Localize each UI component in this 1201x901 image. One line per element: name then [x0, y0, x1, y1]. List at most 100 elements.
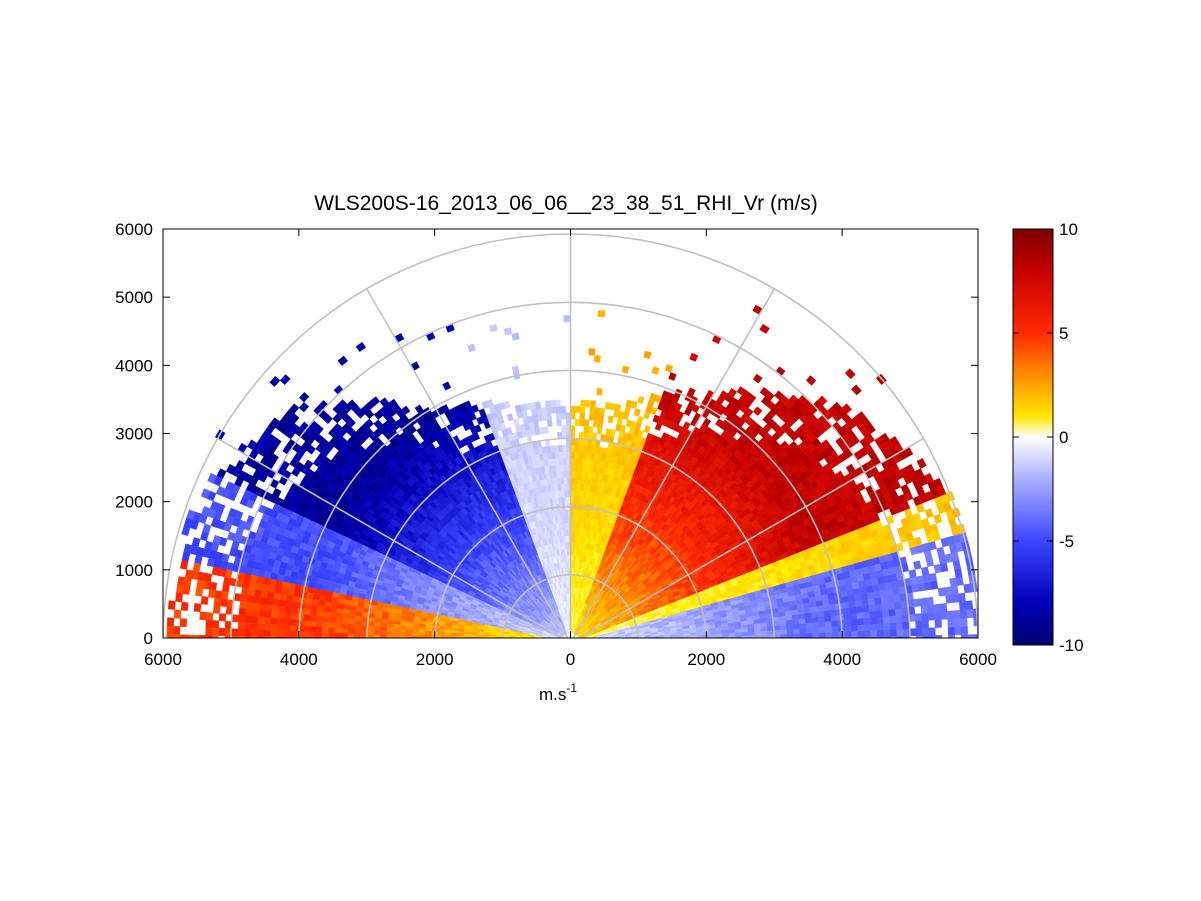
velocity-cell	[555, 399, 561, 407]
velocity-cell	[844, 625, 852, 632]
velocity-cell	[830, 609, 838, 616]
velocity-cell	[563, 315, 571, 323]
velocity-cell	[557, 444, 563, 453]
velocity-cell	[937, 587, 946, 597]
velocity-cell	[921, 566, 930, 576]
velocity-cell	[901, 614, 910, 623]
velocity-cell	[893, 593, 901, 603]
velocity-cell	[915, 627, 923, 636]
velocity-cell	[563, 470, 568, 478]
velocity-cell	[573, 496, 577, 504]
velocity-cell	[573, 477, 578, 485]
velocity-cell	[913, 536, 923, 547]
velocity-cell	[561, 444, 567, 452]
velocity-cell	[939, 562, 949, 573]
velocity-cell	[926, 604, 935, 614]
velocity-cell	[928, 572, 938, 583]
velocity-cell	[798, 617, 806, 624]
velocity-cell	[588, 348, 596, 356]
velocity-cell	[862, 611, 871, 619]
velocity-cell	[799, 622, 807, 629]
velocity-cell	[576, 490, 581, 498]
velocity-cell	[895, 621, 904, 630]
velocity-cell	[870, 629, 878, 637]
velocity-cell	[842, 601, 850, 609]
velocity-cell	[571, 554, 575, 562]
velocity-cell	[863, 623, 872, 631]
velocity-cells	[166, 304, 978, 638]
velocity-cell	[881, 609, 890, 617]
velocity-cell	[950, 585, 959, 595]
velocity-cell	[923, 472, 934, 484]
velocity-cell	[583, 419, 590, 427]
velocity-cell	[973, 634, 978, 638]
velocity-cell	[855, 605, 864, 614]
velocity-cell	[867, 597, 876, 606]
velocity-cell	[574, 451, 579, 459]
velocity-cell	[946, 610, 955, 620]
velocity-cell	[831, 620, 839, 627]
velocity-cell	[562, 464, 568, 472]
velocity-cell	[728, 632, 736, 637]
velocity-cell	[805, 622, 813, 629]
velocity-cell	[792, 623, 800, 630]
velocity-cell	[960, 626, 968, 636]
velocity-cell	[954, 568, 963, 578]
velocity-cell	[886, 594, 895, 604]
velocity-cell	[850, 618, 858, 626]
velocity-cell	[876, 616, 884, 624]
velocity-cell	[812, 632, 820, 638]
velocity-cell	[868, 604, 877, 612]
velocity-cell	[934, 611, 942, 621]
velocity-cell	[883, 629, 891, 637]
velocity-cell	[572, 528, 576, 536]
velocity-cell	[818, 621, 826, 628]
velocity-cell	[586, 445, 592, 453]
velocity-cell	[857, 624, 865, 632]
velocity-cell	[557, 431, 563, 440]
velocity-cell	[933, 603, 941, 613]
velocity-cell	[939, 603, 948, 613]
velocity-cell	[805, 627, 813, 634]
velocity-cell	[786, 628, 794, 635]
velocity-cell	[921, 620, 930, 629]
velocity-cell	[596, 427, 603, 435]
velocity-cell	[585, 399, 592, 408]
velocity-cell	[924, 508, 934, 519]
velocity-cell	[786, 624, 794, 630]
velocity-cell	[881, 602, 889, 611]
velocity-cell	[831, 625, 839, 633]
velocity-cell	[573, 470, 578, 478]
velocity-cell	[889, 615, 897, 624]
velocity-cell	[857, 630, 865, 638]
velocity-cell	[947, 618, 955, 628]
velocity-cell	[579, 406, 586, 414]
velocity-cell	[549, 399, 556, 408]
velocity-cell	[869, 616, 878, 625]
velocity-cell	[888, 608, 896, 617]
velocity-cell	[812, 627, 820, 634]
velocity-cell	[944, 586, 953, 596]
velocity-cell	[817, 610, 825, 618]
velocity-cell	[875, 609, 884, 618]
velocity-cell	[894, 600, 902, 610]
velocity-cell	[811, 621, 820, 628]
velocity-cell	[582, 445, 588, 453]
velocity-cell	[811, 616, 819, 623]
velocity-cell	[955, 576, 964, 586]
velocity-cell	[883, 622, 891, 631]
velocity-cell	[577, 457, 583, 466]
velocity-cell	[876, 622, 884, 631]
chart-title: WLS200S-16_2013_06_06__23_38_51_RHI_Vr (…	[314, 192, 818, 215]
velocity-cell	[825, 626, 833, 633]
velocity-cell	[503, 327, 513, 336]
velocity-cell	[919, 597, 928, 607]
velocity-cell	[958, 601, 967, 611]
velocity-cell	[779, 620, 787, 626]
velocity-cell	[824, 620, 833, 628]
velocity-cell	[889, 622, 897, 630]
velocity-cell	[913, 598, 921, 607]
velocity-cell	[621, 365, 630, 374]
velocity-cell	[895, 614, 903, 623]
velocity-cell	[804, 617, 813, 624]
